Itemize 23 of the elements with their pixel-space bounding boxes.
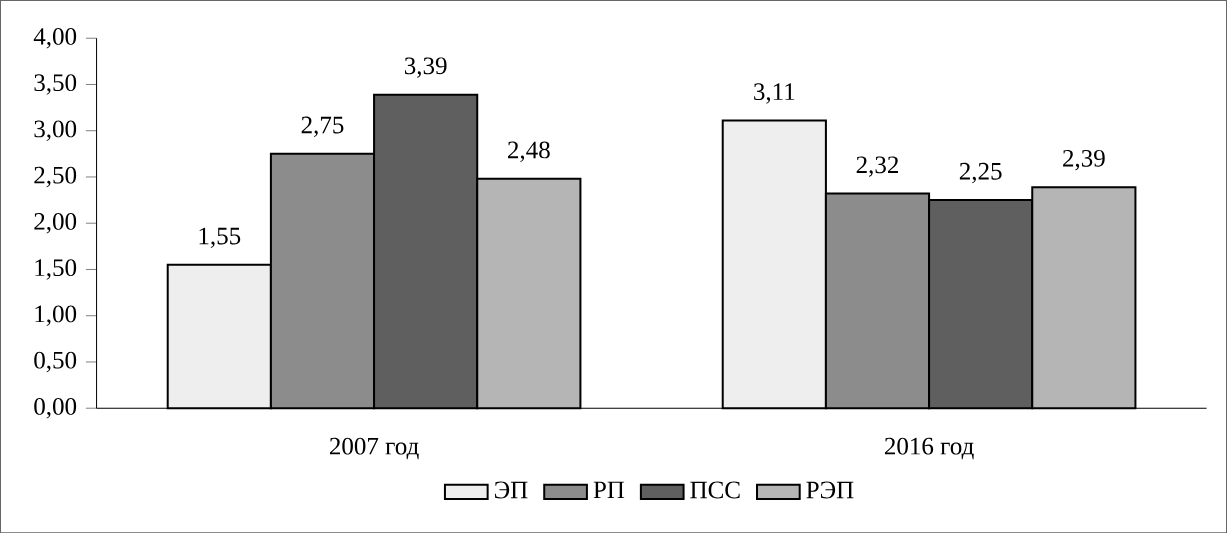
y-tick-label: 3,50: [34, 74, 77, 95]
legend-label: РП: [593, 481, 625, 498]
data-label: 2,75: [301, 116, 344, 137]
y-tick-label: 2,50: [34, 166, 77, 188]
y-tick-label: 2,00: [34, 212, 77, 234]
y-tick-label: 0,50: [34, 351, 77, 373]
data-label: 2,39: [1063, 149, 1105, 171]
legend-label: РЭП: [806, 481, 854, 499]
x-tick-label: 2007 год: [329, 437, 419, 460]
y-tick-label: 4,00: [33, 27, 77, 49]
legend-label: ПСС: [690, 481, 740, 499]
y-tick-label: 0,00: [34, 397, 77, 419]
data-label: 3,11: [754, 83, 795, 104]
y-tick-label: 1,00: [35, 305, 77, 326]
legend-label: ЭП: [495, 481, 528, 499]
data-label: 2,25: [959, 162, 1002, 184]
data-label: 2,48: [508, 141, 550, 162]
x-tick-label: 2016 год: [884, 437, 974, 460]
y-tick-label: 3,00: [34, 120, 77, 141]
data-label: 1,55: [199, 227, 241, 248]
data-label: 2,32: [856, 156, 899, 177]
data-label: 3,39: [404, 57, 447, 78]
y-tick-label: 1,50: [35, 259, 77, 280]
